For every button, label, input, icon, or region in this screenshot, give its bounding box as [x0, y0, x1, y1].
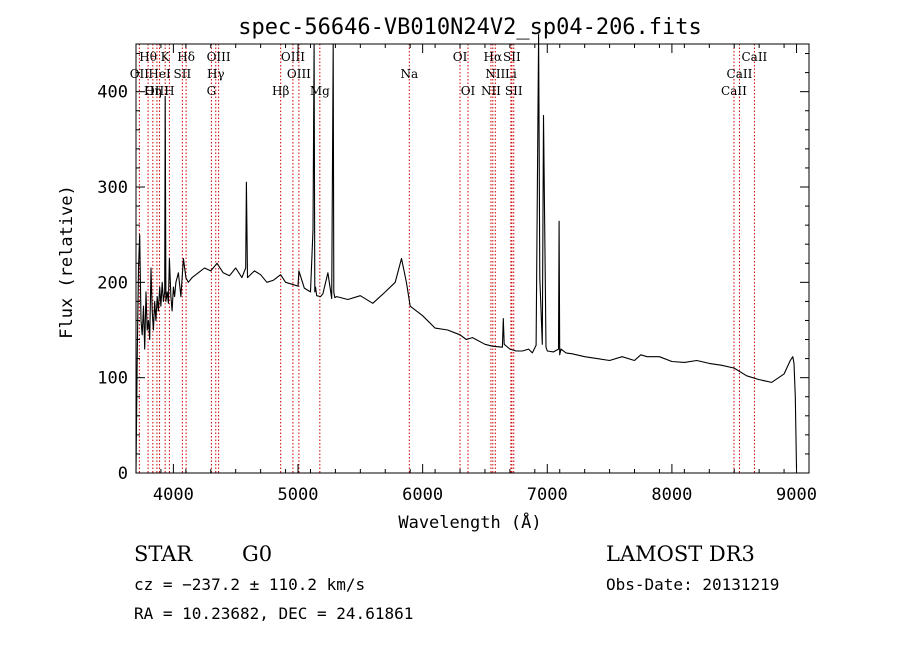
- x-tick-label-3: 7000: [527, 485, 568, 505]
- redshift-value: cz = −237.2 ± 110.2 km/s: [134, 575, 365, 594]
- line-label-18: OIII: [145, 84, 169, 98]
- x-axis-ticks: 4000 5000 6000 7000 8000 9000: [135, 44, 817, 505]
- x-tick-label-4: 8000: [651, 485, 692, 505]
- line-label-3: OIII: [207, 50, 231, 64]
- line-label-12: Hγ: [207, 67, 225, 81]
- line-label-22: Hβ: [272, 84, 289, 98]
- object-subclass: G0: [242, 542, 272, 566]
- x-tick-label-5: 9000: [776, 485, 817, 505]
- line-label-8: CaII: [741, 50, 767, 64]
- line-label-1: K: [161, 50, 171, 64]
- line-label-26: SII: [505, 84, 523, 98]
- line-label-16: Li: [505, 67, 517, 81]
- line-label-9: OII: [130, 67, 150, 81]
- y-axis-label: Flux (relative): [57, 185, 77, 339]
- spectrum-series-line: [135, 33, 798, 474]
- line-label-23: Mg: [310, 84, 330, 98]
- object-class: STAR: [134, 542, 193, 566]
- line-label-24: OI: [461, 84, 476, 98]
- spectrum-plot-area: [135, 33, 798, 474]
- y-tick-label-2: 200: [97, 273, 128, 293]
- x-tick-label-2: 6000: [402, 485, 443, 505]
- line-label-20: H: [164, 84, 174, 98]
- line-label-7: SII: [503, 50, 521, 64]
- line-label-15: NII: [485, 67, 505, 81]
- line-label-25: NII: [481, 84, 501, 98]
- line-label-11: SII: [174, 67, 192, 81]
- survey-name: LAMOST DR3: [606, 542, 755, 566]
- plot-frame: [135, 43, 810, 474]
- line-label-14: Na: [400, 67, 418, 81]
- line-label-17: CaII: [727, 67, 753, 81]
- line-label-21: G: [207, 84, 217, 98]
- line-label-19: Hη: [144, 84, 162, 98]
- line-label-2: Hδ: [177, 50, 195, 64]
- y-axis-ticks: 0 100 200 300 400: [97, 53, 809, 484]
- x-tick-label-0: 4000: [153, 485, 194, 505]
- line-label-27: CaII: [721, 84, 747, 98]
- spectral-line-markers: [138, 44, 755, 473]
- chart-title: spec-56646-VB010N24V2_sp04-206.fits: [238, 15, 702, 40]
- line-label-0: Hθ: [139, 50, 157, 64]
- line-label-13: OIII: [287, 67, 311, 81]
- ra-dec-coordinates: RA = 10.23682, DEC = 24.61861: [134, 604, 413, 623]
- y-tick-label-1: 100: [97, 369, 128, 389]
- x-tick-label-1: 5000: [278, 485, 319, 505]
- y-tick-label-0: 0: [118, 464, 128, 484]
- y-tick-label-4: 400: [97, 83, 128, 103]
- x-axis-label: Wavelength (Å): [398, 511, 541, 533]
- line-label-5: OI: [453, 50, 468, 64]
- line-label-6: Hα: [484, 50, 503, 64]
- line-label-10: HeI: [148, 67, 171, 81]
- line-label-4: OIII: [281, 50, 305, 64]
- y-tick-label-3: 300: [97, 178, 128, 198]
- observation-date: Obs-Date: 20131219: [606, 575, 779, 594]
